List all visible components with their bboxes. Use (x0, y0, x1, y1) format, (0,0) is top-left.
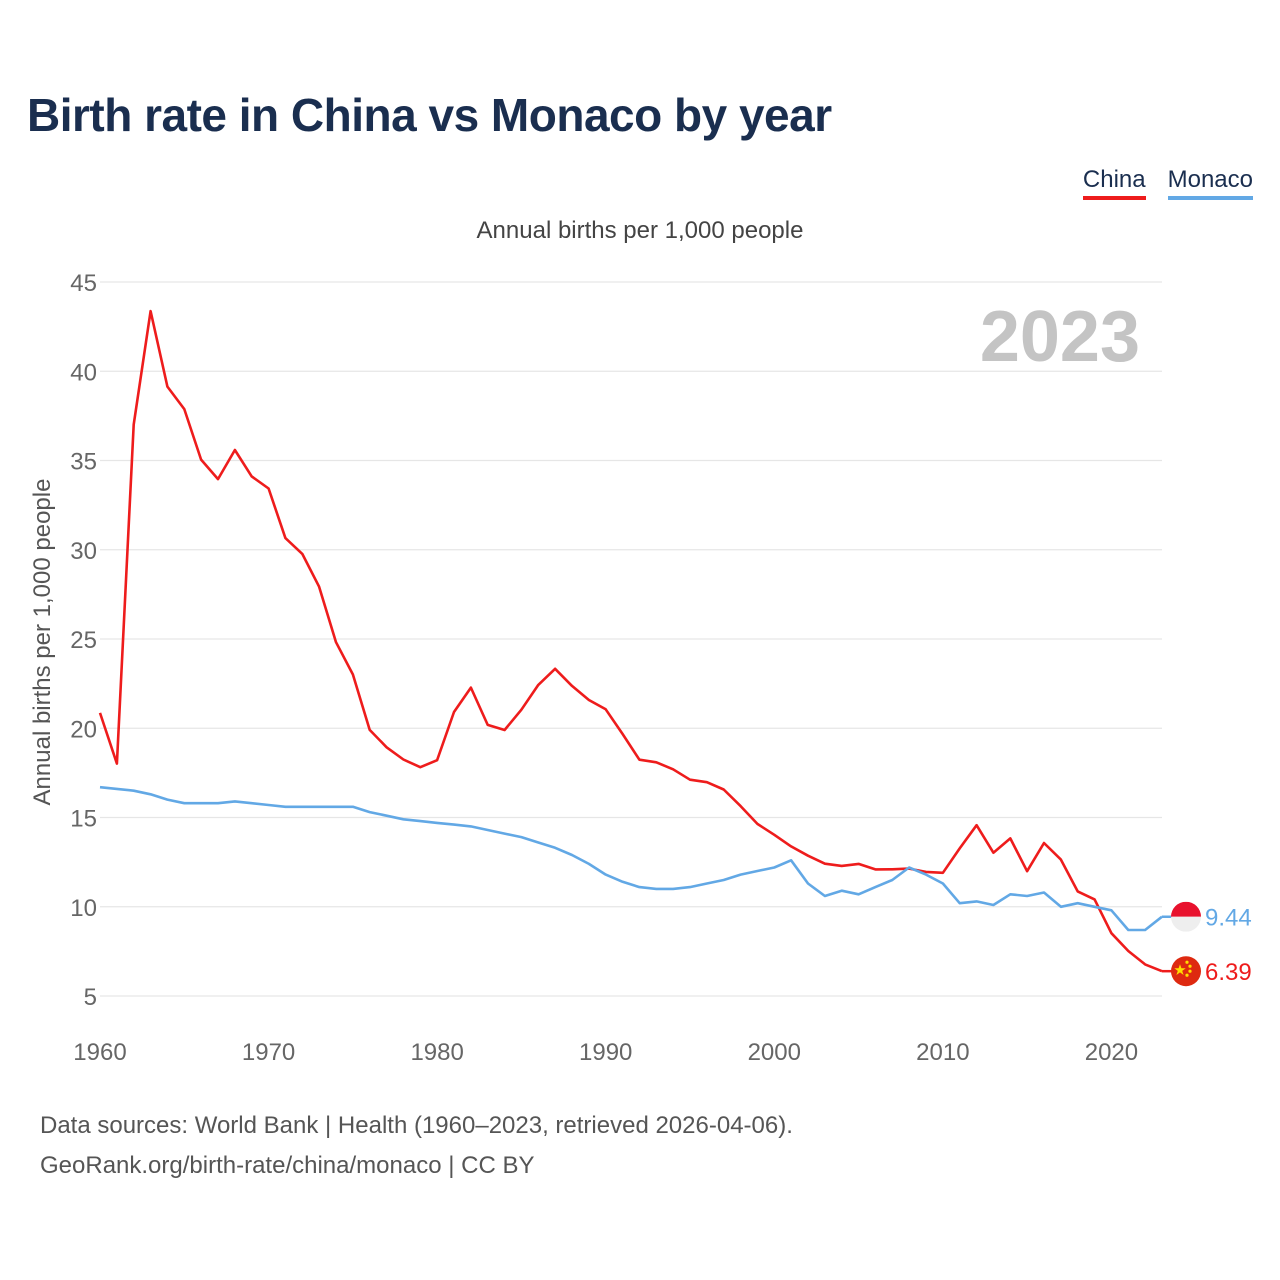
x-tick-label: 2000 (748, 1039, 801, 1066)
y-tick-label: 15 (70, 806, 97, 833)
chart-subtitle: Annual births per 1,000 people (476, 217, 804, 244)
x-tick-label: 1960 (73, 1039, 126, 1066)
series-lines (98, 309, 1163, 973)
y-tick-label: 40 (70, 359, 97, 386)
china-end-marker: 6.39 (1162, 956, 1252, 987)
x-tick-label: 2020 (1085, 1039, 1138, 1066)
china-flag-icon (1171, 956, 1201, 987)
source-link[interactable]: GeoRank.org/birth-rate/china/monaco | CC… (40, 1152, 535, 1179)
data-sources: Data sources: World Bank | Health (1960–… (40, 1112, 793, 1139)
x-tick-label: 1990 (579, 1039, 632, 1066)
chart-title: Birth rate in China vs Monaco by year (27, 89, 832, 141)
x-tick-label: 1980 (410, 1039, 463, 1066)
series-line-china (98, 309, 1163, 973)
footer: Data sources: World Bank | Health (1960–… (40, 1106, 793, 1186)
x-tick-label: 2010 (916, 1039, 969, 1066)
china-end-value: 6.39 (1205, 959, 1252, 986)
year-watermark: 2023 (980, 297, 1140, 377)
monaco-end-marker: 9.44 (1162, 901, 1252, 932)
y-tick-label: 45 (70, 270, 97, 297)
x-axis-ticks: 1960 1970 1980 1990 2000 2010 2020 (73, 1039, 1138, 1066)
series-line-monaco (99, 785, 1163, 932)
legend-china[interactable]: China (1082, 166, 1146, 200)
y-tick-label: 5 (84, 984, 97, 1011)
monaco-end-value: 9.44 (1205, 905, 1252, 932)
y-axis-label: Annual births per 1,000 people (29, 479, 56, 806)
y-tick-label: 30 (70, 538, 97, 565)
legend-monaco[interactable]: Monaco (1167, 166, 1253, 200)
y-axis-ticks: 5 10 15 20 25 30 35 40 45 (70, 270, 97, 1011)
gridlines (100, 281, 1162, 997)
y-tick-label: 25 (70, 627, 97, 654)
legend: China Monaco (1082, 166, 1253, 200)
y-tick-label: 20 (70, 716, 97, 743)
y-tick-label: 35 (70, 449, 97, 476)
monaco-flag-icon (1171, 901, 1201, 932)
y-tick-label: 10 (70, 895, 97, 922)
x-tick-label: 1970 (242, 1039, 295, 1066)
